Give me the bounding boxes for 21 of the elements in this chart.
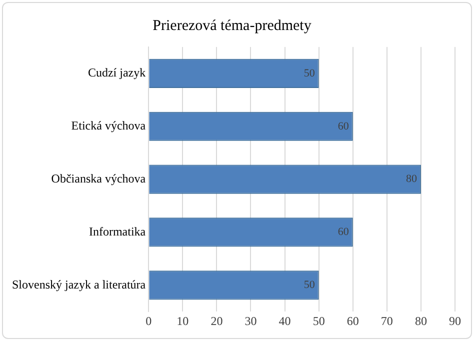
data-label: 50 [304, 279, 316, 292]
x-tick-label: 0 [146, 314, 152, 328]
data-label: 50 [304, 67, 316, 80]
y-tick-label: Občianska výchova [51, 171, 146, 186]
y-tick-label: Etická výchova [71, 118, 146, 133]
data-label: 80 [406, 173, 418, 186]
x-tick-label: 90 [449, 314, 461, 328]
x-tick-label: 60 [346, 314, 359, 328]
x-tick-label: 10 [176, 314, 189, 328]
chart-title: Prierezová téma-predmety [152, 18, 312, 34]
x-tick-label: 20 [210, 314, 223, 328]
x-tick-label: 80 [414, 314, 427, 328]
x-tick-label: 30 [244, 314, 257, 328]
y-tick-label: Informatika [88, 224, 146, 238]
data-label: 60 [338, 120, 350, 132]
x-tick-label: 50 [312, 314, 325, 328]
x-tick-label: 70 [380, 314, 393, 328]
y-tick-label: Cudzí jazyk [88, 66, 146, 80]
data-label: 60 [338, 226, 350, 238]
x-tick-label: 40 [278, 314, 291, 328]
y-tick-label: Slovenský jazyk a literatúra [12, 277, 146, 292]
